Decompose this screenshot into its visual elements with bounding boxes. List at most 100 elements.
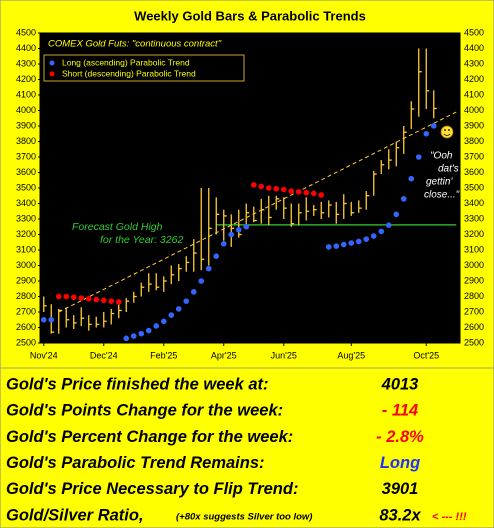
trend-dot bbox=[168, 312, 175, 318]
y2-tick-label: 2700 bbox=[464, 306, 484, 316]
trend-dot bbox=[228, 231, 235, 238]
trend-dot bbox=[295, 189, 302, 195]
legend-box bbox=[43, 54, 245, 82]
trend-dot bbox=[423, 130, 430, 137]
trend-dot bbox=[325, 244, 332, 250]
trend-dot bbox=[340, 241, 347, 248]
y-tick-label: 3900 bbox=[16, 120, 36, 130]
trend-dot bbox=[318, 192, 325, 198]
annotation: close..." bbox=[424, 190, 460, 201]
y2-tick-label: 4200 bbox=[464, 74, 484, 84]
y2-tick-label: 2500 bbox=[464, 337, 484, 347]
y-tick-label: 4200 bbox=[16, 74, 36, 84]
trend-dot bbox=[160, 318, 167, 325]
legend-marker bbox=[49, 71, 55, 77]
trend-dot bbox=[198, 278, 205, 284]
trend-dot bbox=[220, 241, 227, 247]
x-tick-label: Dec'24 bbox=[90, 350, 118, 360]
y2-tick-label: 2800 bbox=[464, 291, 484, 301]
y-tick-label: 4500 bbox=[16, 27, 36, 37]
row-flag: < --- !!! bbox=[432, 511, 467, 523]
trend-dot bbox=[348, 240, 355, 246]
annotation: dat's bbox=[438, 164, 459, 175]
y2-tick-label: 3800 bbox=[464, 136, 484, 146]
trend-dot bbox=[175, 306, 182, 312]
trend-dot bbox=[385, 222, 392, 228]
y2-tick-label: 3200 bbox=[464, 229, 484, 239]
row-note: (+80x suggests Silver too low) bbox=[176, 512, 312, 523]
y2-tick-label: 3500 bbox=[464, 182, 484, 192]
trend-dot bbox=[303, 189, 310, 196]
trend-dot bbox=[333, 243, 340, 249]
row-value: - 2.8% bbox=[376, 428, 424, 446]
y-tick-label: 3100 bbox=[16, 244, 36, 254]
row-value: 83.2x bbox=[379, 506, 421, 524]
trend-dot bbox=[355, 238, 362, 245]
trend-dot bbox=[138, 330, 145, 337]
y2-tick-label: 4500 bbox=[464, 27, 484, 37]
trend-dot bbox=[100, 297, 107, 304]
y2-tick-label: 4100 bbox=[464, 89, 484, 99]
x-tick-label: Aug'25 bbox=[337, 350, 365, 360]
y-tick-label: 3500 bbox=[16, 182, 36, 192]
trend-dot bbox=[123, 335, 130, 342]
y2-tick-label: 3300 bbox=[464, 213, 484, 223]
forecast-label: for the Year: 3262 bbox=[100, 234, 183, 246]
chart-title: Weekly Gold Bars & Parabolic Trends bbox=[134, 8, 366, 23]
trend-dot bbox=[85, 296, 92, 302]
subtitle: COMEX Gold Futs: "continuous contract" bbox=[48, 39, 222, 50]
trend-dot bbox=[40, 316, 47, 323]
y-tick-label: 4300 bbox=[16, 58, 36, 68]
x-tick-label: Oct'25 bbox=[413, 350, 439, 360]
row-label: Gold's Points Change for the week: bbox=[6, 402, 283, 420]
trend-dot bbox=[55, 293, 62, 300]
annotation: gettin' bbox=[426, 177, 453, 188]
y2-tick-label: 2900 bbox=[464, 275, 484, 285]
y2-tick-label: 4300 bbox=[464, 58, 484, 68]
trend-dot bbox=[415, 154, 422, 160]
trend-dot bbox=[190, 289, 197, 295]
trend-dot bbox=[363, 236, 370, 242]
trend-dot bbox=[115, 299, 122, 305]
legend-label: Short (descending) Parabolic Trend bbox=[62, 68, 196, 78]
trend-dot bbox=[205, 265, 212, 272]
trend-dot bbox=[273, 185, 280, 192]
trend-dot bbox=[130, 333, 137, 339]
trend-dot bbox=[408, 175, 415, 182]
y-tick-label: 4100 bbox=[16, 89, 36, 99]
row-value: 3901 bbox=[382, 480, 419, 498]
trend-dot bbox=[48, 316, 55, 323]
row-label: Gold's Percent Change for the week: bbox=[6, 428, 293, 446]
x-tick-label: Jun'25 bbox=[271, 350, 297, 360]
trend-dot bbox=[108, 298, 115, 304]
trend-dot bbox=[183, 298, 190, 304]
trend-dot bbox=[280, 186, 287, 193]
trend-dot bbox=[430, 123, 437, 129]
y-tick-label: 3300 bbox=[16, 213, 36, 223]
y2-tick-label: 3700 bbox=[464, 151, 484, 161]
smiley bbox=[440, 125, 454, 139]
legend-marker bbox=[49, 60, 55, 66]
y-tick-label: 2900 bbox=[16, 275, 36, 285]
x-tick-label: Apr'25 bbox=[211, 350, 237, 360]
x-tick-label: Nov'24 bbox=[30, 350, 58, 360]
legend-label: Long (ascending) Parabolic Trend bbox=[62, 57, 190, 67]
y2-tick-label: 2600 bbox=[464, 322, 484, 332]
row-label: Gold's Parabolic Trend Remains: bbox=[6, 454, 265, 472]
y-tick-label: 4000 bbox=[16, 105, 36, 115]
y-tick-label: 3600 bbox=[16, 167, 36, 177]
y-tick-label: 2800 bbox=[16, 291, 36, 301]
annotation: "Ooh bbox=[430, 151, 453, 162]
trend-dot bbox=[78, 295, 85, 301]
y-tick-label: 2700 bbox=[16, 306, 36, 316]
trend-dot bbox=[250, 182, 257, 188]
y-tick-label: 3000 bbox=[16, 260, 36, 270]
y-tick-label: 2500 bbox=[16, 337, 36, 347]
y2-tick-label: 4000 bbox=[464, 105, 484, 115]
row-label: Gold's Price Necessary to Flip Trend: bbox=[6, 480, 298, 498]
trend-dot bbox=[258, 183, 265, 190]
trend-dot bbox=[153, 323, 160, 329]
trend-dot bbox=[243, 223, 250, 230]
y2-tick-label: 4400 bbox=[464, 43, 484, 53]
y2-tick-label: 3000 bbox=[464, 260, 484, 270]
